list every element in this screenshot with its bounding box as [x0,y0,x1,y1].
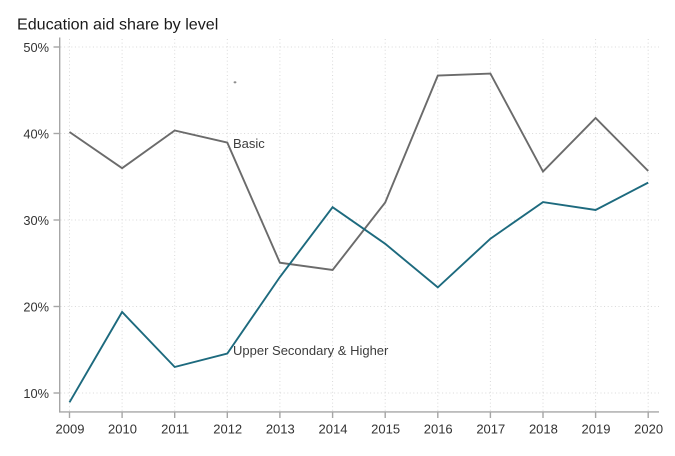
svg-text:2012: 2012 [213,422,242,437]
svg-text:2017: 2017 [476,422,505,437]
svg-text:2014: 2014 [319,422,348,437]
svg-text:50%: 50% [23,40,49,55]
svg-text:2015: 2015 [371,422,400,437]
svg-text:20%: 20% [23,300,49,315]
svg-text:2019: 2019 [582,422,611,437]
svg-text:Education aid share by level: Education aid share by level [17,16,218,34]
svg-text:Upper Secondary & Higher: Upper Secondary & Higher [233,343,389,358]
svg-text:2016: 2016 [424,422,453,437]
svg-text:2013: 2013 [266,422,295,437]
svg-text:2020: 2020 [634,422,663,437]
svg-text:Basic: Basic [233,136,265,151]
svg-text:2011: 2011 [161,422,189,437]
svg-text:10%: 10% [23,386,49,401]
svg-text:2009: 2009 [56,422,85,437]
svg-text:2010: 2010 [108,422,137,437]
svg-text:40%: 40% [23,127,49,142]
svg-text:2018: 2018 [529,422,558,437]
svg-text:30%: 30% [23,213,49,228]
